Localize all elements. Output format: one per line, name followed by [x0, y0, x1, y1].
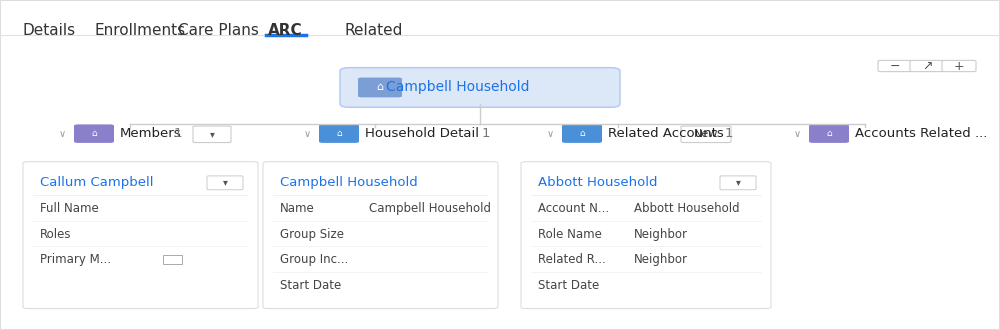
Text: Start Date: Start Date	[280, 279, 341, 292]
Text: Enrollments: Enrollments	[95, 23, 186, 38]
Text: Role Name: Role Name	[538, 228, 602, 241]
Text: Campbell Household: Campbell Household	[386, 81, 530, 94]
FancyBboxPatch shape	[910, 60, 944, 72]
Text: Neighbor: Neighbor	[634, 228, 688, 241]
Text: Related R...: Related R...	[538, 253, 606, 266]
Text: Abbott Household: Abbott Household	[538, 176, 658, 189]
Text: ∨: ∨	[303, 129, 311, 139]
FancyBboxPatch shape	[878, 60, 912, 72]
FancyBboxPatch shape	[562, 124, 602, 143]
Text: ∨: ∨	[546, 129, 554, 139]
Text: ▾: ▾	[223, 178, 227, 187]
FancyBboxPatch shape	[319, 124, 359, 143]
Text: ⌂: ⌂	[91, 129, 97, 138]
Text: Account N...: Account N...	[538, 202, 609, 215]
Text: 1: 1	[482, 127, 490, 140]
Text: Care Plans: Care Plans	[178, 23, 259, 38]
FancyBboxPatch shape	[23, 162, 258, 309]
Text: Campbell Household: Campbell Household	[280, 176, 418, 189]
Text: New: New	[694, 129, 718, 139]
FancyBboxPatch shape	[720, 176, 756, 190]
Text: ARC: ARC	[268, 23, 303, 38]
Text: ⌂: ⌂	[376, 82, 384, 92]
FancyBboxPatch shape	[358, 78, 402, 97]
FancyBboxPatch shape	[681, 126, 731, 143]
Text: ▾: ▾	[210, 129, 214, 139]
Text: Primary M...: Primary M...	[40, 253, 111, 266]
FancyBboxPatch shape	[207, 176, 243, 190]
Text: Callum Campbell: Callum Campbell	[40, 176, 154, 189]
Text: Related: Related	[345, 23, 403, 38]
Text: ⌂: ⌂	[579, 129, 585, 138]
Text: ⌂: ⌂	[826, 129, 832, 138]
Text: Full Name: Full Name	[40, 202, 99, 215]
Text: Abbott Household: Abbott Household	[634, 202, 740, 215]
Text: Roles: Roles	[40, 228, 72, 241]
Text: Group Size: Group Size	[280, 228, 344, 241]
Text: Related Accounts: Related Accounts	[608, 127, 724, 140]
Text: 1: 1	[174, 127, 183, 140]
Text: Neighbor: Neighbor	[634, 253, 688, 266]
FancyBboxPatch shape	[340, 68, 620, 107]
FancyBboxPatch shape	[263, 162, 498, 309]
FancyBboxPatch shape	[521, 162, 771, 309]
Text: ⌂: ⌂	[336, 129, 342, 138]
Text: −: −	[890, 59, 900, 73]
FancyBboxPatch shape	[74, 124, 114, 143]
Text: Campbell Household: Campbell Household	[369, 202, 491, 215]
Text: Group Inc...: Group Inc...	[280, 253, 348, 266]
FancyBboxPatch shape	[942, 60, 976, 72]
Text: 1: 1	[725, 127, 734, 140]
Bar	[163, 255, 182, 264]
Text: +: +	[954, 59, 964, 73]
Text: ▾: ▾	[736, 178, 740, 187]
Text: Name: Name	[280, 202, 315, 215]
Text: Accounts Related ...: Accounts Related ...	[855, 127, 987, 140]
Text: ↗: ↗	[922, 59, 932, 73]
FancyBboxPatch shape	[809, 124, 849, 143]
Text: ∨: ∨	[58, 129, 66, 139]
Text: Household Detail: Household Detail	[365, 127, 479, 140]
Text: Details: Details	[22, 23, 75, 38]
FancyBboxPatch shape	[193, 126, 231, 143]
Text: Start Date: Start Date	[538, 279, 599, 292]
Text: ∨: ∨	[793, 129, 801, 139]
Text: Members: Members	[120, 127, 182, 140]
